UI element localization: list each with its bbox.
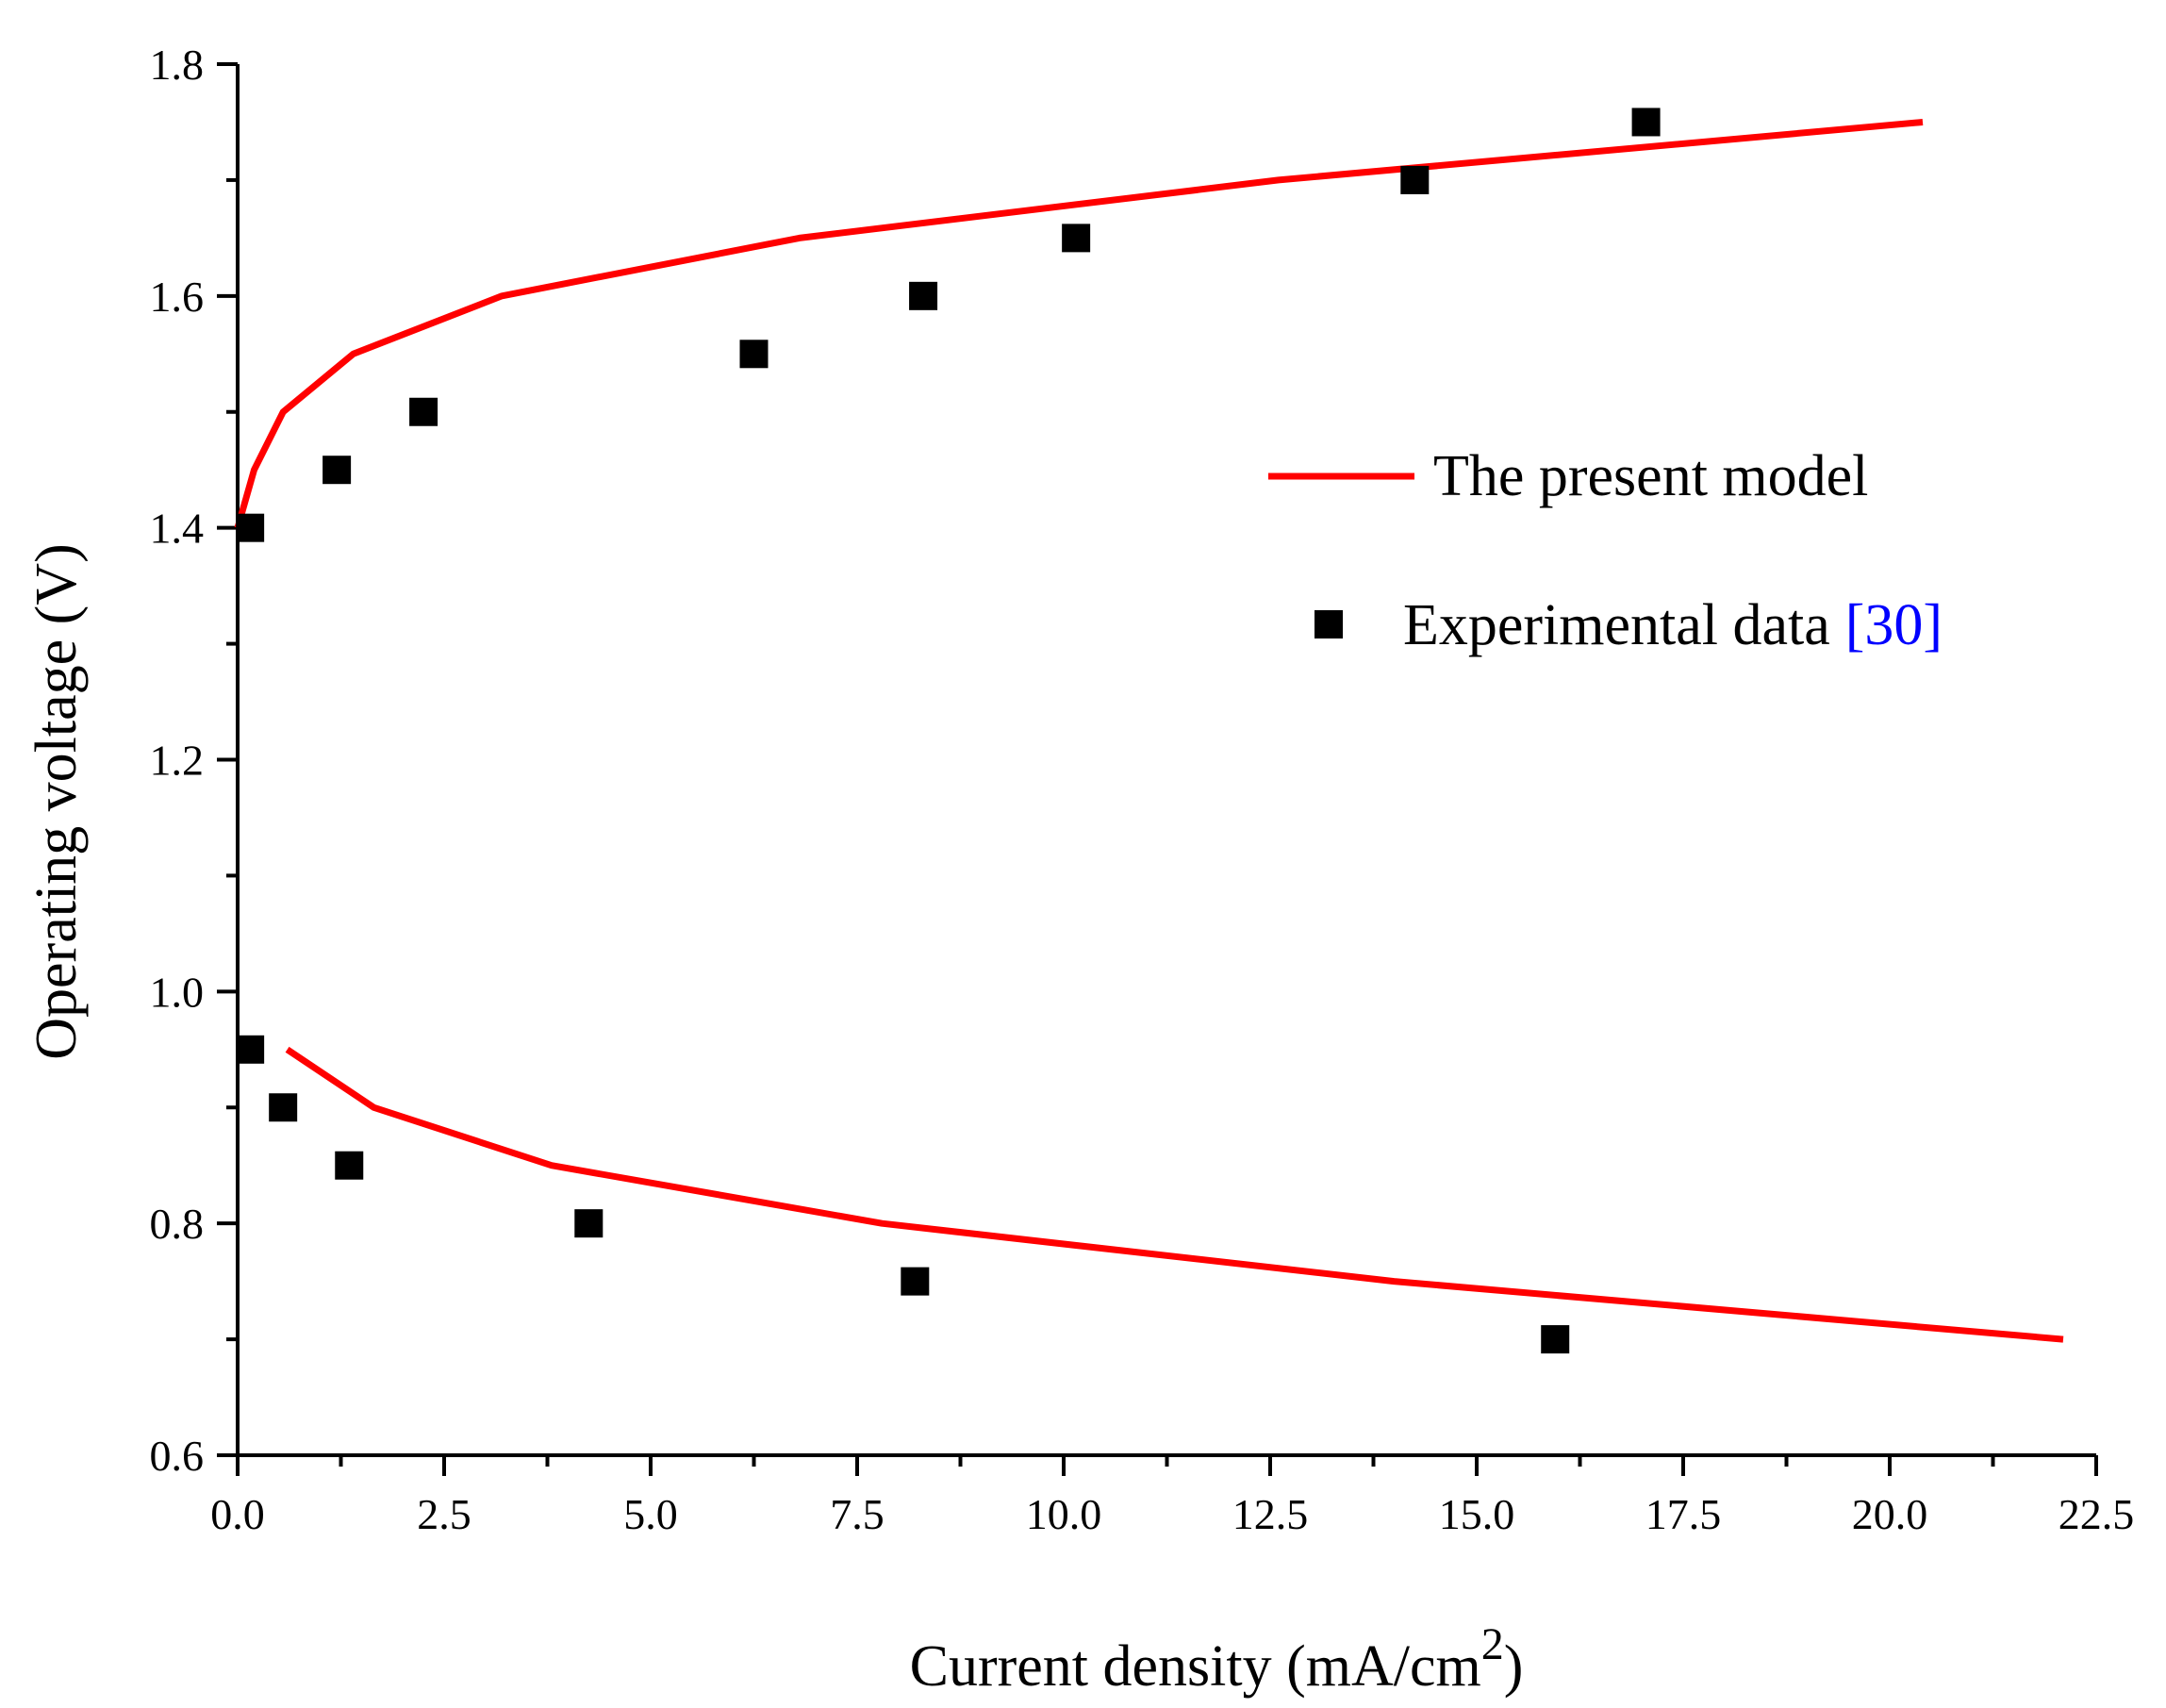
y-tick-label: 0.6 — [150, 1432, 205, 1480]
x-tick-label: 5.0 — [623, 1490, 678, 1538]
legend-label-experimental-text: Experimental data — [1403, 593, 1830, 657]
experimental-point — [901, 1267, 930, 1296]
y-tick-label: 1.2 — [150, 737, 205, 785]
y-tick-label: 1.0 — [150, 968, 205, 1016]
x-tick-label: 22.5 — [2059, 1490, 2135, 1538]
model-line-upper — [234, 119, 1924, 529]
experimental-point — [335, 1151, 364, 1180]
y-axis-title: Operating voltage (V) — [25, 543, 89, 1059]
experimental-point — [269, 1093, 298, 1122]
x-axis-title-superscript: 2 — [1481, 1619, 1504, 1669]
series-layer — [234, 108, 2064, 1354]
x-tick-label: 20.0 — [1852, 1490, 1928, 1538]
y-tick-label: 1.4 — [150, 505, 205, 553]
experimental-point — [574, 1209, 604, 1238]
legend-marker-swatch — [1314, 610, 1343, 638]
model-line-lower — [285, 1046, 2064, 1343]
x-tick-label: 12.5 — [1232, 1490, 1309, 1538]
x-tick-label: 10.0 — [1026, 1490, 1102, 1538]
y-tick-label: 1.8 — [150, 41, 205, 89]
x-tick-label: 2.5 — [417, 1490, 471, 1538]
legend-reference-link[interactable]: [30] — [1845, 593, 1943, 657]
legend-label-model: The present model — [1433, 444, 1868, 508]
experimental-point — [1400, 165, 1430, 194]
x-tick-label: 0.0 — [210, 1490, 265, 1538]
experimental-point — [1631, 108, 1661, 137]
experimental-point — [322, 456, 352, 485]
x-tick-label: 17.5 — [1645, 1490, 1722, 1538]
legend: The present model Experimental data [30] — [1268, 444, 1943, 657]
y-tick-label: 0.8 — [150, 1200, 205, 1248]
experimental-point — [1541, 1325, 1570, 1354]
experimental-point — [409, 397, 438, 426]
experimental-point — [739, 340, 769, 369]
experimental-point — [909, 281, 938, 310]
legend-label-experimental: Experimental data [30] — [1403, 593, 1943, 657]
x-axis-title: Current density (mA/cm2) — [910, 1619, 1524, 1699]
axes: 0.0 2.5 5.0 7.5 10.0 12.5 15.0 17.5 20.0 22.5 0.6 0… — [150, 41, 2135, 1538]
experimental-point — [236, 513, 265, 542]
experimental-point — [236, 1035, 265, 1064]
x-tick-label: 15.0 — [1439, 1490, 1515, 1538]
x-tick-label: 7.5 — [830, 1490, 885, 1538]
y-tick-label: 1.6 — [150, 273, 205, 321]
experimental-point — [1062, 224, 1091, 253]
